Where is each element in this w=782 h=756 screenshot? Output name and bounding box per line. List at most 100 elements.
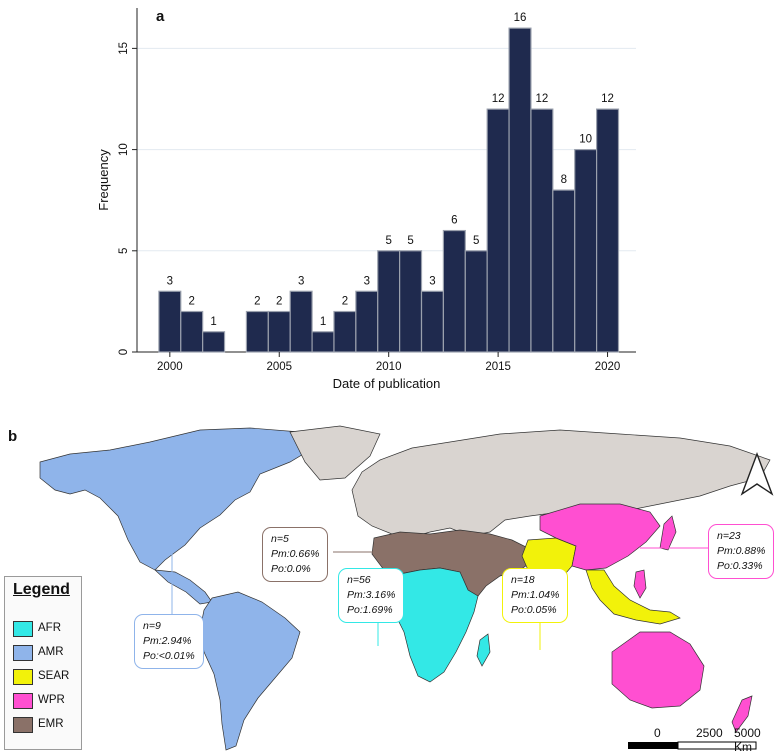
legend-label-sear: SEAR [38, 670, 70, 682]
callout-wpr-n: n=23 [717, 530, 741, 542]
x-tick-label: 2010 [376, 361, 402, 373]
bar-data-label: 3 [167, 275, 173, 287]
bar [245, 310, 269, 353]
bar-data-label: 3 [364, 275, 370, 287]
bar [180, 310, 204, 353]
map-southeast-asia [585, 569, 681, 625]
scale-label-end: 5000 Km [734, 726, 761, 754]
callout-wpr: n=23 Pm:0.88% Po:0.33% [708, 524, 775, 579]
legend-swatch-afr [13, 621, 33, 637]
bar [552, 189, 576, 353]
legend-label-afr: AFR [38, 622, 61, 634]
bar-data-label: 2 [189, 296, 195, 308]
callout-sear-po: Po:0.05% [511, 604, 557, 616]
map-central-america [153, 569, 213, 605]
callout-afr: n=56 Pm:3.16% Po:1.69% [338, 568, 405, 623]
legend-label-wpr: WPR [38, 694, 65, 706]
map-japan [659, 515, 677, 551]
legend-swatch-wpr [13, 693, 33, 709]
bar [596, 108, 620, 353]
panel-a-label: a [156, 8, 165, 25]
bar [442, 229, 466, 353]
callout-afr-n: n=56 [347, 574, 371, 586]
map-new-zealand [731, 695, 753, 733]
callout-amr-po: Po:<0.01% [143, 650, 195, 662]
callout-sear-n: n=18 [511, 574, 535, 586]
callout-sear: n=18 Pm:1.04% Po:0.05% [502, 568, 569, 623]
panel-b-label: b [8, 428, 18, 445]
bar-data-label: 2 [254, 296, 260, 308]
callout-amr-pm: Pm:2.94% [143, 635, 192, 647]
bar-data-label: 10 [579, 134, 592, 146]
callout-emr-n: n=5 [271, 533, 289, 545]
callout-amr-n: n=9 [143, 620, 161, 632]
bar [574, 148, 598, 353]
y-tick-label: 15 [118, 42, 130, 55]
callout-amr: n=9 Pm:2.94% Po:<0.01% [134, 614, 204, 669]
callout-wpr-pm: Pm:0.88% [717, 545, 766, 557]
x-tick-label: 2005 [266, 361, 292, 373]
bar [202, 331, 226, 353]
bar-data-label: 2 [276, 296, 282, 308]
x-tick-label: 2000 [157, 361, 183, 373]
bar-data-label: 5 [385, 235, 391, 247]
y-tick-label: 5 [118, 248, 130, 254]
callout-emr-po: Po:0.0% [271, 563, 311, 575]
map-philippines [633, 569, 647, 599]
bar [311, 331, 335, 353]
bar-data-label: 1 [320, 316, 326, 328]
y-tick-label: 10 [118, 143, 130, 156]
bar [530, 108, 554, 353]
bar [464, 250, 488, 353]
bar-data-label: 1 [210, 316, 216, 328]
north-arrow-icon [740, 452, 774, 496]
callout-afr-po: Po:1.69% [347, 604, 393, 616]
legend-title: Legend [13, 581, 70, 598]
map-legend: Legend AFR AMR SEAR WPR EMR [4, 576, 82, 750]
scale-label-zero: 0 [654, 726, 661, 740]
bar [420, 290, 445, 353]
callout-afr-pm: Pm:3.16% [347, 589, 396, 601]
callout-emr: n=5 Pm:0.66% Po:0.0% [262, 527, 329, 582]
bar-data-label: 5 [473, 235, 479, 247]
y-tick-label: 0 [118, 349, 130, 355]
bar-data-label: 12 [492, 93, 505, 105]
map-north-america [39, 427, 321, 571]
bar [508, 27, 532, 353]
bar [355, 290, 379, 353]
bar-data-label: 12 [601, 93, 614, 105]
y-axis-label: Frequency [96, 149, 111, 211]
map-madagascar [476, 633, 491, 667]
legend-label-emr: EMR [38, 718, 64, 730]
bar [399, 250, 423, 353]
bar-data-label: 16 [514, 12, 527, 24]
legend-swatch-amr [13, 645, 33, 661]
map-south-america [199, 591, 301, 751]
map-australia [611, 631, 705, 709]
bar [267, 310, 291, 353]
callout-emr-pm: Pm:0.66% [271, 548, 320, 560]
bar-data-label: 6 [451, 215, 457, 227]
callout-wpr-po: Po:0.33% [717, 560, 763, 572]
bar [158, 290, 182, 353]
legend-swatch-sear [13, 669, 33, 685]
bar-data-label: 12 [535, 93, 548, 105]
bar [289, 290, 313, 353]
bar [333, 310, 357, 353]
x-tick-label: 2020 [595, 361, 621, 373]
map-greenland [289, 425, 381, 481]
map-east-asia [539, 503, 661, 571]
bar-data-label: 5 [407, 235, 413, 247]
x-axis-label: Date of publication [333, 376, 441, 391]
x-tick-label: 2015 [485, 361, 511, 373]
bar-data-label: 8 [561, 174, 567, 186]
scale-label-mid: 2500 [696, 726, 723, 740]
bar-data-label: 2 [342, 296, 348, 308]
legend-label-amr: AMR [38, 646, 64, 658]
bar-data-label: 3 [429, 275, 435, 287]
legend-swatch-emr [13, 717, 33, 733]
bar [377, 250, 401, 353]
bar-data-label: 3 [298, 275, 304, 287]
callout-sear-pm: Pm:1.04% [511, 589, 560, 601]
